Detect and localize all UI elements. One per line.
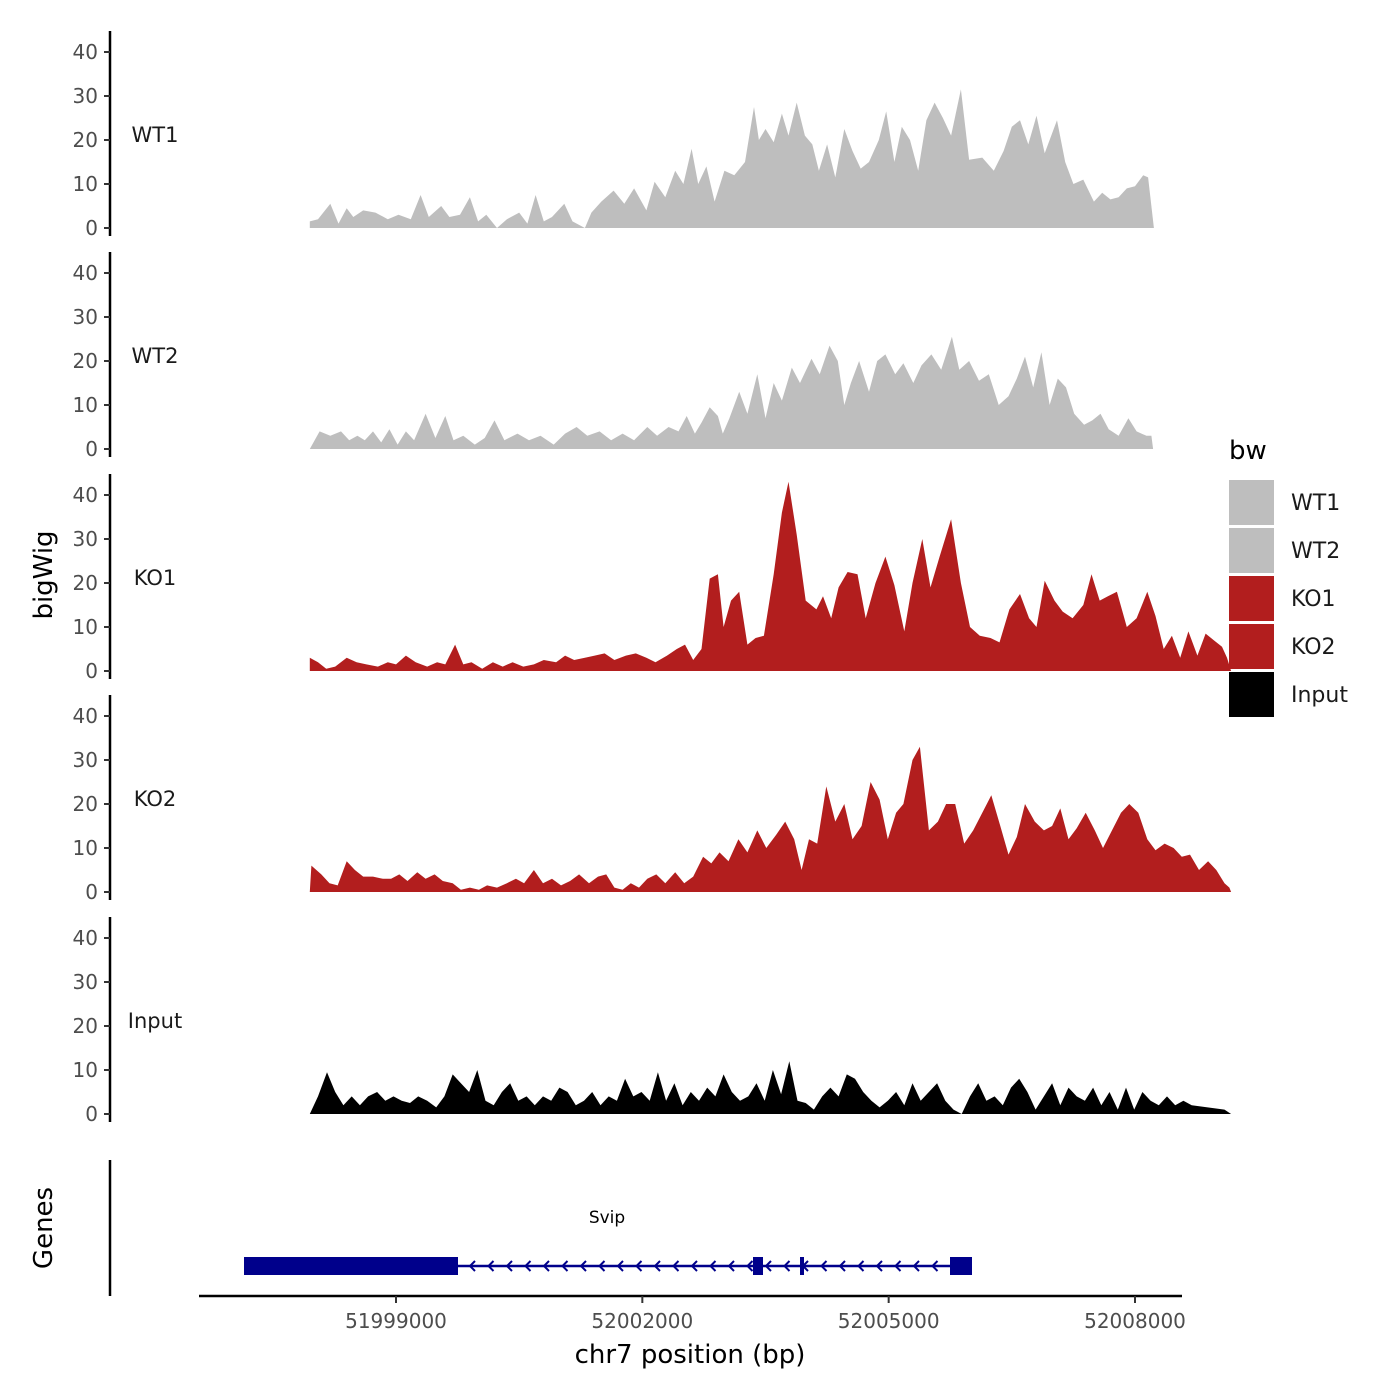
y-tick-label: 0	[85, 437, 98, 461]
track-panels: 0 10 20 30 40 WT1 0 10 20 30 40 WT2 0 10 20 30 40 KO1 0 10 2…	[73, 31, 1232, 1126]
y-tick-label: 20	[73, 1014, 98, 1038]
strand-chevron	[894, 1260, 902, 1272]
legend-label-wt2: WT2	[1291, 539, 1340, 564]
x-tick-label: 52008000	[1084, 1309, 1186, 1333]
y-tick-label: 10	[73, 836, 98, 860]
strand-chevron	[838, 1260, 846, 1272]
x-tick-label: 52005000	[838, 1309, 940, 1333]
track-ko2: 0 10 20 30 40 KO2	[73, 695, 1232, 904]
legend-swatch-input	[1229, 672, 1274, 717]
strand-chevron	[653, 1260, 661, 1272]
y-tick-label: 10	[73, 393, 98, 417]
track-wt1: 0 10 20 30 40 WT1	[73, 31, 1154, 240]
coverage-area-input	[309, 1061, 1232, 1114]
track-wt2: 0 10 20 30 40 WT2	[73, 252, 1154, 461]
strand-chevron	[912, 1260, 920, 1272]
strand-chevron	[672, 1260, 680, 1272]
gene-exon	[244, 1257, 458, 1275]
gene-exon	[950, 1257, 972, 1275]
track-input: 0 10 20 30 40 Input	[73, 917, 1232, 1126]
y-tick-label: 30	[73, 748, 98, 772]
track-label-ko1: KO1	[134, 566, 177, 590]
y-tick-label: 30	[73, 305, 98, 329]
strand-chevron	[524, 1260, 532, 1272]
legend-label-ko2: KO2	[1291, 635, 1336, 660]
y-tick-label: 10	[73, 615, 98, 639]
y-tick-label: 20	[73, 792, 98, 816]
legend-title: bw	[1229, 436, 1267, 466]
strand-chevron	[746, 1260, 754, 1272]
track-label-ko2: KO2	[134, 787, 177, 811]
strand-chevron	[598, 1260, 606, 1272]
strand-chevron	[875, 1260, 883, 1272]
genes-panel: Genes Svip	[29, 1160, 972, 1296]
strand-chevron	[505, 1260, 513, 1272]
y-tick-label: 40	[73, 40, 98, 64]
y-tick-label: 40	[73, 261, 98, 285]
track-label-wt1: WT1	[132, 123, 179, 147]
legend-swatch-wt2	[1229, 528, 1274, 573]
gene-name-label: Svip	[589, 1208, 625, 1228]
coverage-area-ko2	[309, 746, 1232, 892]
x-axis-title: chr7 position (bp)	[575, 1340, 806, 1370]
strand-chevron	[468, 1260, 476, 1272]
strand-chevron	[709, 1260, 717, 1272]
genes-axis-title: Genes	[29, 1187, 59, 1269]
y-tick-label: 0	[85, 659, 98, 683]
track-label-wt2: WT2	[132, 344, 179, 368]
strand-chevron	[579, 1260, 587, 1272]
y-tick-label: 0	[85, 880, 98, 904]
y-tick-label: 20	[73, 571, 98, 595]
strand-chevron	[783, 1260, 791, 1272]
strand-chevron	[487, 1260, 495, 1272]
y-tick-label: 30	[73, 970, 98, 994]
strand-chevron	[635, 1260, 643, 1272]
strand-chevron	[857, 1260, 865, 1272]
gene-model	[244, 1257, 972, 1275]
legend-label-wt1: WT1	[1291, 491, 1340, 516]
legend-swatch-ko1	[1229, 576, 1274, 621]
y-tick-label: 30	[73, 527, 98, 551]
legend: bw WT1 WT2 KO1 KO2 Input	[1229, 436, 1348, 717]
y-tick-label: 10	[73, 1058, 98, 1082]
gene-exon	[800, 1257, 804, 1275]
y-tick-label: 0	[85, 216, 98, 240]
strand-chevron	[764, 1260, 772, 1272]
legend-swatch-ko2	[1229, 624, 1274, 669]
strand-chevron	[820, 1260, 828, 1272]
y-tick-label: 20	[73, 128, 98, 152]
x-tick-label: 52002000	[591, 1309, 693, 1333]
gene-exon	[753, 1257, 763, 1275]
y-tick-label: 40	[73, 483, 98, 507]
strand-chevron	[690, 1260, 698, 1272]
y-tick-label: 0	[85, 1102, 98, 1126]
y-tick-label: 40	[73, 926, 98, 950]
strand-chevron	[616, 1260, 624, 1272]
legend-label-ko1: KO1	[1291, 587, 1336, 612]
y-axis-title: bigWig	[29, 530, 59, 619]
y-tick-label: 10	[73, 172, 98, 196]
x-axis: 51999000 52002000 52005000 52008000	[199, 1294, 1186, 1333]
strand-chevron	[542, 1260, 550, 1272]
y-tick-label: 20	[73, 349, 98, 373]
coverage-area-wt1	[309, 89, 1154, 229]
coverage-area-wt2	[309, 336, 1154, 449]
x-tick-label: 51999000	[345, 1309, 447, 1333]
legend-label-input: Input	[1291, 683, 1348, 708]
y-tick-label: 40	[73, 704, 98, 728]
strand-chevron	[931, 1260, 939, 1272]
legend-swatch-wt1	[1229, 480, 1274, 525]
strand-chevron	[561, 1260, 569, 1272]
strand-chevron	[727, 1260, 735, 1272]
track-ko1: 0 10 20 30 40 KO1	[73, 474, 1232, 683]
track-label-input: Input	[128, 1009, 182, 1033]
y-tick-label: 30	[73, 84, 98, 108]
coverage-area-ko1	[309, 481, 1232, 671]
